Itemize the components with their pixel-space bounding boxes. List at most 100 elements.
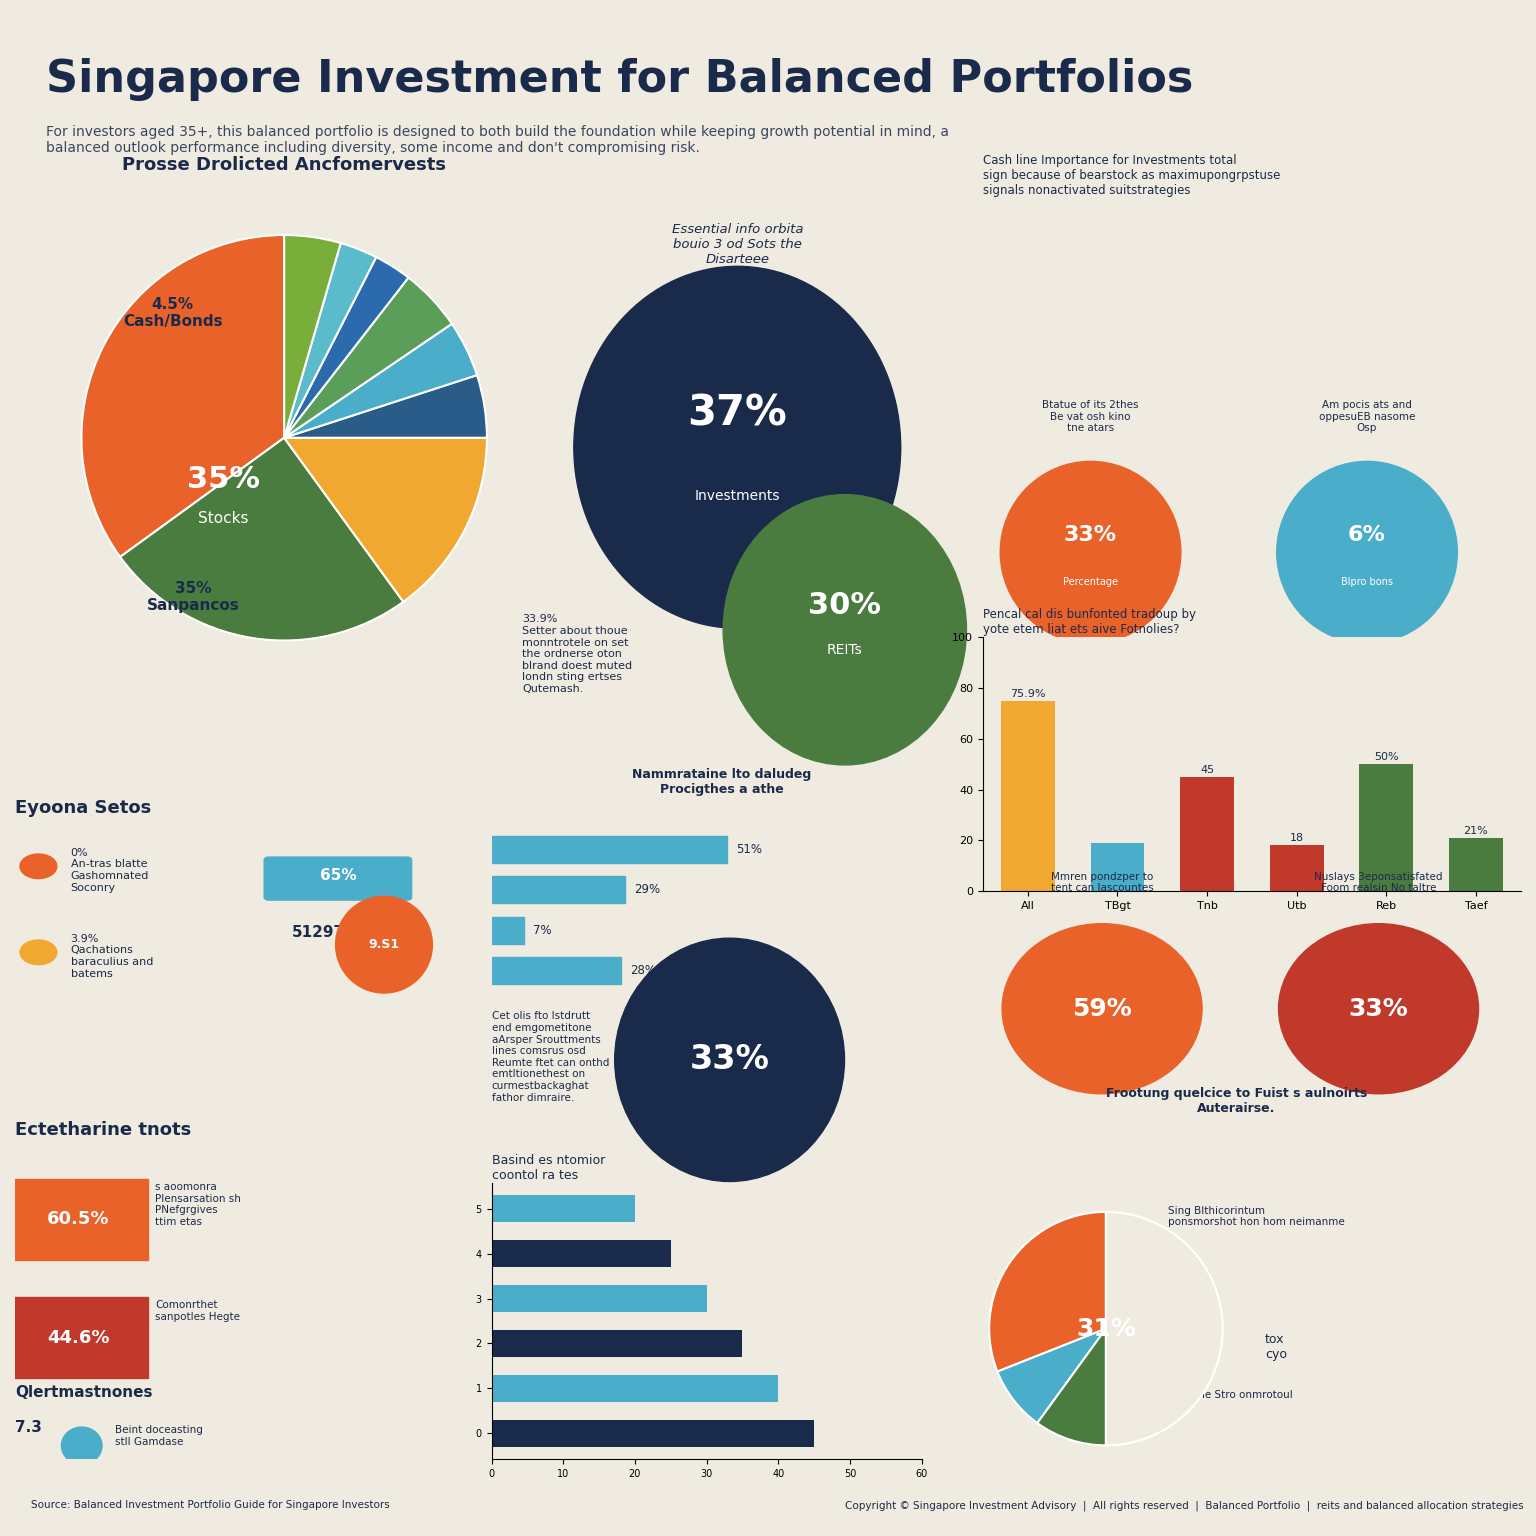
Text: Ectetharine tnots: Ectetharine tnots — [15, 1121, 192, 1140]
Text: Comonrthet
sanpotles Hegte: Comonrthet sanpotles Hegte — [155, 1301, 241, 1322]
FancyBboxPatch shape — [492, 917, 524, 943]
Text: Cet olis fto Istdrutt
end emgometitone
aArsper Srouttments
lines comsrus osd
Reu: Cet olis fto Istdrutt end emgometitone a… — [492, 1011, 608, 1103]
Text: Stocks: Stocks — [198, 511, 249, 525]
Circle shape — [1278, 923, 1479, 1094]
Bar — [492, 1419, 814, 1447]
Text: 21%: 21% — [1464, 826, 1488, 836]
Text: For investors aged 35+, this balanced portfolio is designed to both build the fo: For investors aged 35+, this balanced po… — [46, 126, 949, 155]
Circle shape — [1000, 461, 1181, 644]
Text: Nuslays 3eponsatisfated
Foom realsin No taltre: Nuslays 3eponsatisfated Foom realsin No … — [1315, 872, 1442, 894]
Text: Cash line Importance for Investments total
sign because of bearstock as maximupo: Cash line Importance for Investments tot… — [983, 154, 1281, 197]
Text: 31%: 31% — [1077, 1316, 1135, 1341]
Text: REITs: REITs — [826, 644, 863, 657]
Wedge shape — [284, 324, 478, 438]
Circle shape — [723, 495, 966, 765]
Circle shape — [614, 938, 845, 1181]
Circle shape — [335, 897, 433, 994]
FancyBboxPatch shape — [492, 957, 621, 985]
Text: 0%
An-tras blatte
Gashomnated
Soconry: 0% An-tras blatte Gashomnated Soconry — [71, 848, 149, 892]
Text: 9.8%: 9.8% — [1169, 1279, 1203, 1293]
Bar — [492, 1330, 742, 1356]
Text: Qlertmastnones: Qlertmastnones — [15, 1385, 154, 1399]
Bar — [1001, 700, 1055, 891]
Text: 45: 45 — [1200, 765, 1213, 776]
Text: 29%: 29% — [634, 883, 660, 895]
Bar — [492, 1240, 671, 1267]
Text: -21.5%: -21.5% — [791, 535, 902, 584]
Text: 28%: 28% — [630, 965, 656, 977]
Text: 33%: 33% — [690, 1043, 770, 1077]
FancyBboxPatch shape — [492, 876, 625, 903]
FancyBboxPatch shape — [264, 857, 412, 900]
Title: Prosse Drolicted Ancfomervests: Prosse Drolicted Ancfomervests — [123, 157, 445, 175]
Text: Eyoona Setos: Eyoona Setos — [15, 799, 152, 817]
Text: 51297%: 51297% — [292, 925, 361, 940]
Wedge shape — [120, 438, 404, 641]
Text: 3.9%
Qachations
baraculius and
batems: 3.9% Qachations baraculius and batems — [71, 934, 154, 978]
Bar — [1448, 837, 1502, 891]
Circle shape — [1276, 461, 1458, 644]
Bar — [492, 1286, 707, 1312]
Text: 37%: 37% — [688, 393, 786, 435]
Text: s aoomonra
Plensarsation sh
PNefgrgives
ttim etas: s aoomonra Plensarsation sh PNefgrgives … — [155, 1183, 241, 1227]
Text: 18: 18 — [1290, 834, 1304, 843]
Wedge shape — [284, 235, 341, 438]
Text: 35%
Sanpancos: 35% Sanpancos — [146, 581, 240, 613]
Wedge shape — [1037, 1329, 1106, 1445]
Wedge shape — [284, 375, 487, 438]
Text: Investments: Investments — [694, 488, 780, 502]
Wedge shape — [997, 1329, 1106, 1422]
Text: Beint doceasting
stll Gamdase: Beint doceasting stll Gamdase — [115, 1425, 203, 1447]
Text: 30%: 30% — [808, 591, 882, 619]
Circle shape — [574, 266, 900, 628]
Wedge shape — [284, 243, 376, 438]
Text: Basind es ntomior
coontol ra tes: Basind es ntomior coontol ra tes — [492, 1154, 605, 1181]
Circle shape — [20, 940, 57, 965]
Text: 33.9%
Setter about thoue
monntrotele on set
the ordnerse oton
blrand doest muted: 33.9% Setter about thoue monntrotele on … — [522, 614, 633, 694]
Text: 75.9%: 75.9% — [1011, 690, 1046, 699]
Text: 44.6%: 44.6% — [46, 1329, 109, 1347]
Text: Percentage: Percentage — [1063, 576, 1118, 587]
Text: 60.5%: 60.5% — [46, 1210, 109, 1229]
Text: 6%: 6% — [1349, 525, 1385, 545]
Text: 7.3: 7.3 — [15, 1421, 41, 1435]
Bar — [492, 1195, 634, 1223]
Text: Frootung quelcice to Fuist s aulnoirts
Auterairse.: Frootung quelcice to Fuist s aulnoirts A… — [1106, 1086, 1367, 1115]
Circle shape — [1001, 923, 1203, 1094]
Text: Nammrataine lto daludeg
Procigthes a athe: Nammrataine lto daludeg Procigthes a ath… — [633, 768, 811, 796]
Wedge shape — [989, 1212, 1106, 1372]
Text: 33%: 33% — [1349, 997, 1409, 1021]
Text: Essential info orbita
bouio 3 od Sots the
Disarteee: Essential info orbita bouio 3 od Sots th… — [671, 223, 803, 266]
Bar — [1270, 845, 1324, 891]
FancyBboxPatch shape — [492, 836, 727, 863]
Wedge shape — [81, 235, 284, 558]
Bar — [492, 1375, 779, 1402]
Text: Am pocis ats and
oppesuEB nasome
Osp: Am pocis ats and oppesuEB nasome Osp — [1319, 399, 1415, 433]
Wedge shape — [284, 278, 452, 438]
Text: 4.5%
Cash/Bonds: 4.5% Cash/Bonds — [123, 296, 223, 329]
Text: Btatue of its 2thes
Be vat osh kino
tne atars: Btatue of its 2thes Be vat osh kino tne … — [1043, 399, 1138, 433]
Text: Somtine Stro onmrotoul: Somtine Stro onmrotoul — [1169, 1390, 1293, 1401]
Text: tox
cyo: tox cyo — [1264, 1333, 1287, 1361]
Text: Singapore Investment for Balanced Portfolios: Singapore Investment for Balanced Portfo… — [46, 58, 1193, 100]
Wedge shape — [284, 257, 409, 438]
Text: Sing Blthicorintum
ponsmorshot hon hom neimanme: Sing Blthicorintum ponsmorshot hon hom n… — [1169, 1206, 1346, 1227]
Text: Pencal cal dis bunfonted tradoup by
yote etem liat ets aive Fotnolies?: Pencal cal dis bunfonted tradoup by yote… — [983, 608, 1197, 636]
Circle shape — [20, 854, 57, 879]
Text: Source: Balanced Investment Portfolio Guide for Singapore Investors: Source: Balanced Investment Portfolio Gu… — [31, 1501, 390, 1510]
Bar — [1359, 765, 1413, 891]
Text: 9.S1: 9.S1 — [369, 938, 399, 951]
Text: 50%: 50% — [1373, 753, 1399, 762]
Circle shape — [61, 1427, 101, 1464]
Wedge shape — [1106, 1212, 1223, 1445]
Text: 7%: 7% — [533, 923, 551, 937]
Text: 33%: 33% — [1064, 525, 1117, 545]
Text: Copyright © Singapore Investment Advisory  |  All rights reserved  |  Balanced P: Copyright © Singapore Investment Advisor… — [845, 1501, 1524, 1510]
Bar — [1091, 843, 1144, 891]
Text: Mmren pondzper to
tent can lascountes: Mmren pondzper to tent can lascountes — [1051, 872, 1154, 894]
Text: 51%: 51% — [736, 843, 762, 856]
FancyBboxPatch shape — [12, 1296, 147, 1378]
FancyBboxPatch shape — [12, 1178, 147, 1260]
Wedge shape — [284, 438, 487, 602]
Text: Blpro bons: Blpro bons — [1341, 576, 1393, 587]
